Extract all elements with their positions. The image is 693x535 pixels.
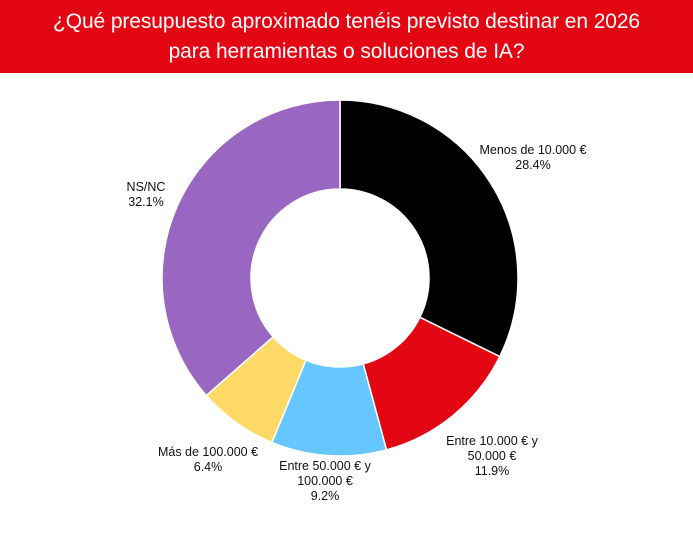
donut-chart: Menos de 10.000 €28.4% Entre 10.000 € y 50… [127,99,587,503]
slice-label-3: Entre 50.000 € y 100.000 €9.2% [279,459,371,503]
slice-value-label: 6.4% [194,460,223,474]
chart-title-line-1: ¿Qué presupuesto aproximado tenéis previ… [52,9,641,33]
donut-slice-5 [161,99,341,397]
slice-value-label: 11.9% [475,464,510,478]
slice-category-label: Más de 100.000 € [158,445,258,459]
slice-value-label: 9.2% [311,489,340,503]
slice-label-1: Menos de 10.000 €28.4% [479,143,586,172]
chart-title-line-2: para herramientas o soluciones de IA? [168,39,525,63]
slice-labels: Menos de 10.000 €28.4% Entre 10.000 € y 50… [127,143,587,503]
slice-value-label: 32.1% [128,195,163,209]
slice-category-label: NS/NC [127,180,166,194]
donut-slice-1 [339,99,519,358]
chart-title-banner: ¿Qué presupuesto aproximado tenéis previ… [0,0,693,73]
donut-slices [161,99,519,457]
slice-label-2: Entre 10.000 € y 50.000 €11.9% [446,434,538,478]
slice-label-4: Más de 100.000 €6.4% [158,445,258,474]
slice-category-label: 100.000 € [297,474,353,488]
slice-category-label: Menos de 10.000 € [479,143,586,157]
slice-label-5: NS/NC 32.1% [127,180,166,209]
slice-category-label: 50.000 € [468,449,517,463]
slice-category-label: Entre 50.000 € y [279,459,371,473]
slice-category-label: Entre 10.000 € y [446,434,538,448]
slice-value-label: 28.4% [515,158,550,172]
